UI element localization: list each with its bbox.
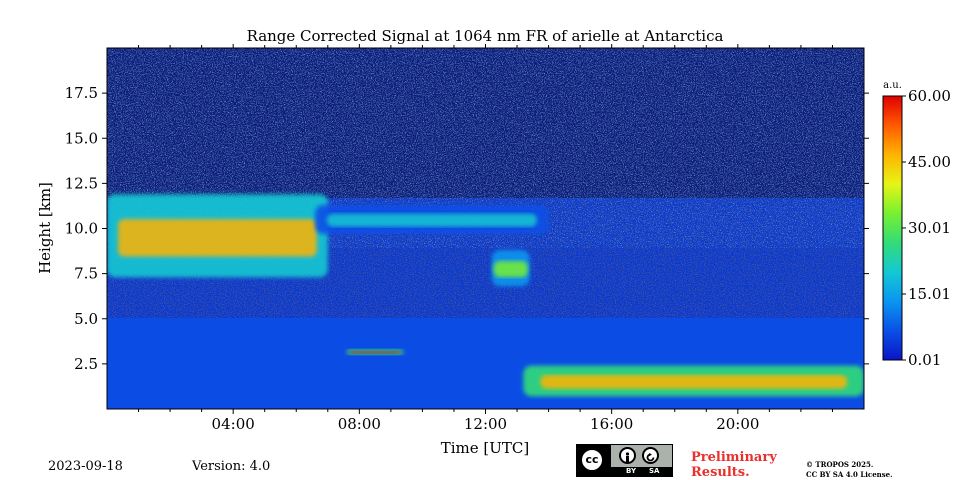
y-tick-label: 10.0 [65, 220, 98, 238]
share-alike-icon [642, 447, 659, 464]
colorbar-gradient [882, 95, 903, 361]
cc-label-bar: BY SA [611, 467, 672, 476]
cloud-feature-core [540, 374, 847, 389]
cloud-features [107, 194, 864, 397]
x-tick-label: 16:00 [590, 415, 633, 433]
x-tick-label: 12:00 [464, 415, 507, 433]
y-tick-label: 15.0 [65, 129, 98, 147]
x-tick-label: 20:00 [716, 415, 759, 433]
person-icon [619, 447, 636, 464]
y-axis-label: Height [km] [36, 182, 54, 274]
cloud-feature [491, 250, 530, 287]
cloud-feature-core [118, 219, 317, 257]
cc-icon: cc [580, 448, 604, 472]
y-tick-label: 2.5 [74, 355, 98, 373]
cloud-feature [315, 205, 549, 234]
cloud-feature [107, 194, 328, 278]
plot-area [107, 48, 864, 409]
colorbar-tick-label: 45.00 [908, 153, 951, 171]
axes: 04:00 08:00 12:00 16:00 20:00 2.5 5.0 7.5 10.0 12… [65, 44, 869, 433]
x-axis-label: Time [UTC] [441, 439, 530, 457]
preliminary-line1: Preliminary [691, 450, 777, 465]
x-tick-label: 08:00 [338, 415, 381, 433]
y-tick-label: 5.0 [74, 310, 98, 328]
chart-title: Range Corrected Signal at 1064 nm FR of … [247, 27, 724, 45]
cloud-feature-core [326, 213, 537, 227]
copyright-line2: CC BY SA 4.0 License. [806, 470, 893, 479]
cc-sa-label: SA [649, 467, 660, 475]
cloud-feature-core [493, 260, 528, 278]
copyright-line1: © TROPOS 2025. [806, 460, 873, 469]
preliminary-line2: Results. [691, 465, 750, 480]
colorbar-tick-label: 30.01 [908, 219, 951, 237]
cc-license-badge[interactable]: cc BY SA [576, 444, 673, 477]
colorbar-tick-label: 0.01 [908, 351, 941, 369]
colorbar-tick-label: 60.00 [908, 87, 951, 105]
cloud-feature [523, 365, 864, 397]
footer-version: Version: 4.0 [191, 459, 270, 474]
colorbar-tick-label: 15.01 [908, 285, 951, 303]
cloud-feature-core [349, 351, 401, 354]
x-tick-label: 04:00 [212, 415, 255, 433]
colorbar-unit: a.u. [883, 80, 902, 91]
y-tick-label: 17.5 [65, 84, 98, 102]
cc-by-label: BY [626, 467, 637, 475]
colorbar: a.u. 0.01 15.01 30.01 45.00 60.00 [882, 80, 951, 369]
y-tick-label: 12.5 [65, 174, 98, 192]
cc-logo-block: cc [577, 445, 611, 476]
cloud-feature [346, 349, 404, 355]
y-tick-label: 7.5 [74, 265, 98, 283]
footer-date: 2023-09-18 [48, 459, 123, 474]
